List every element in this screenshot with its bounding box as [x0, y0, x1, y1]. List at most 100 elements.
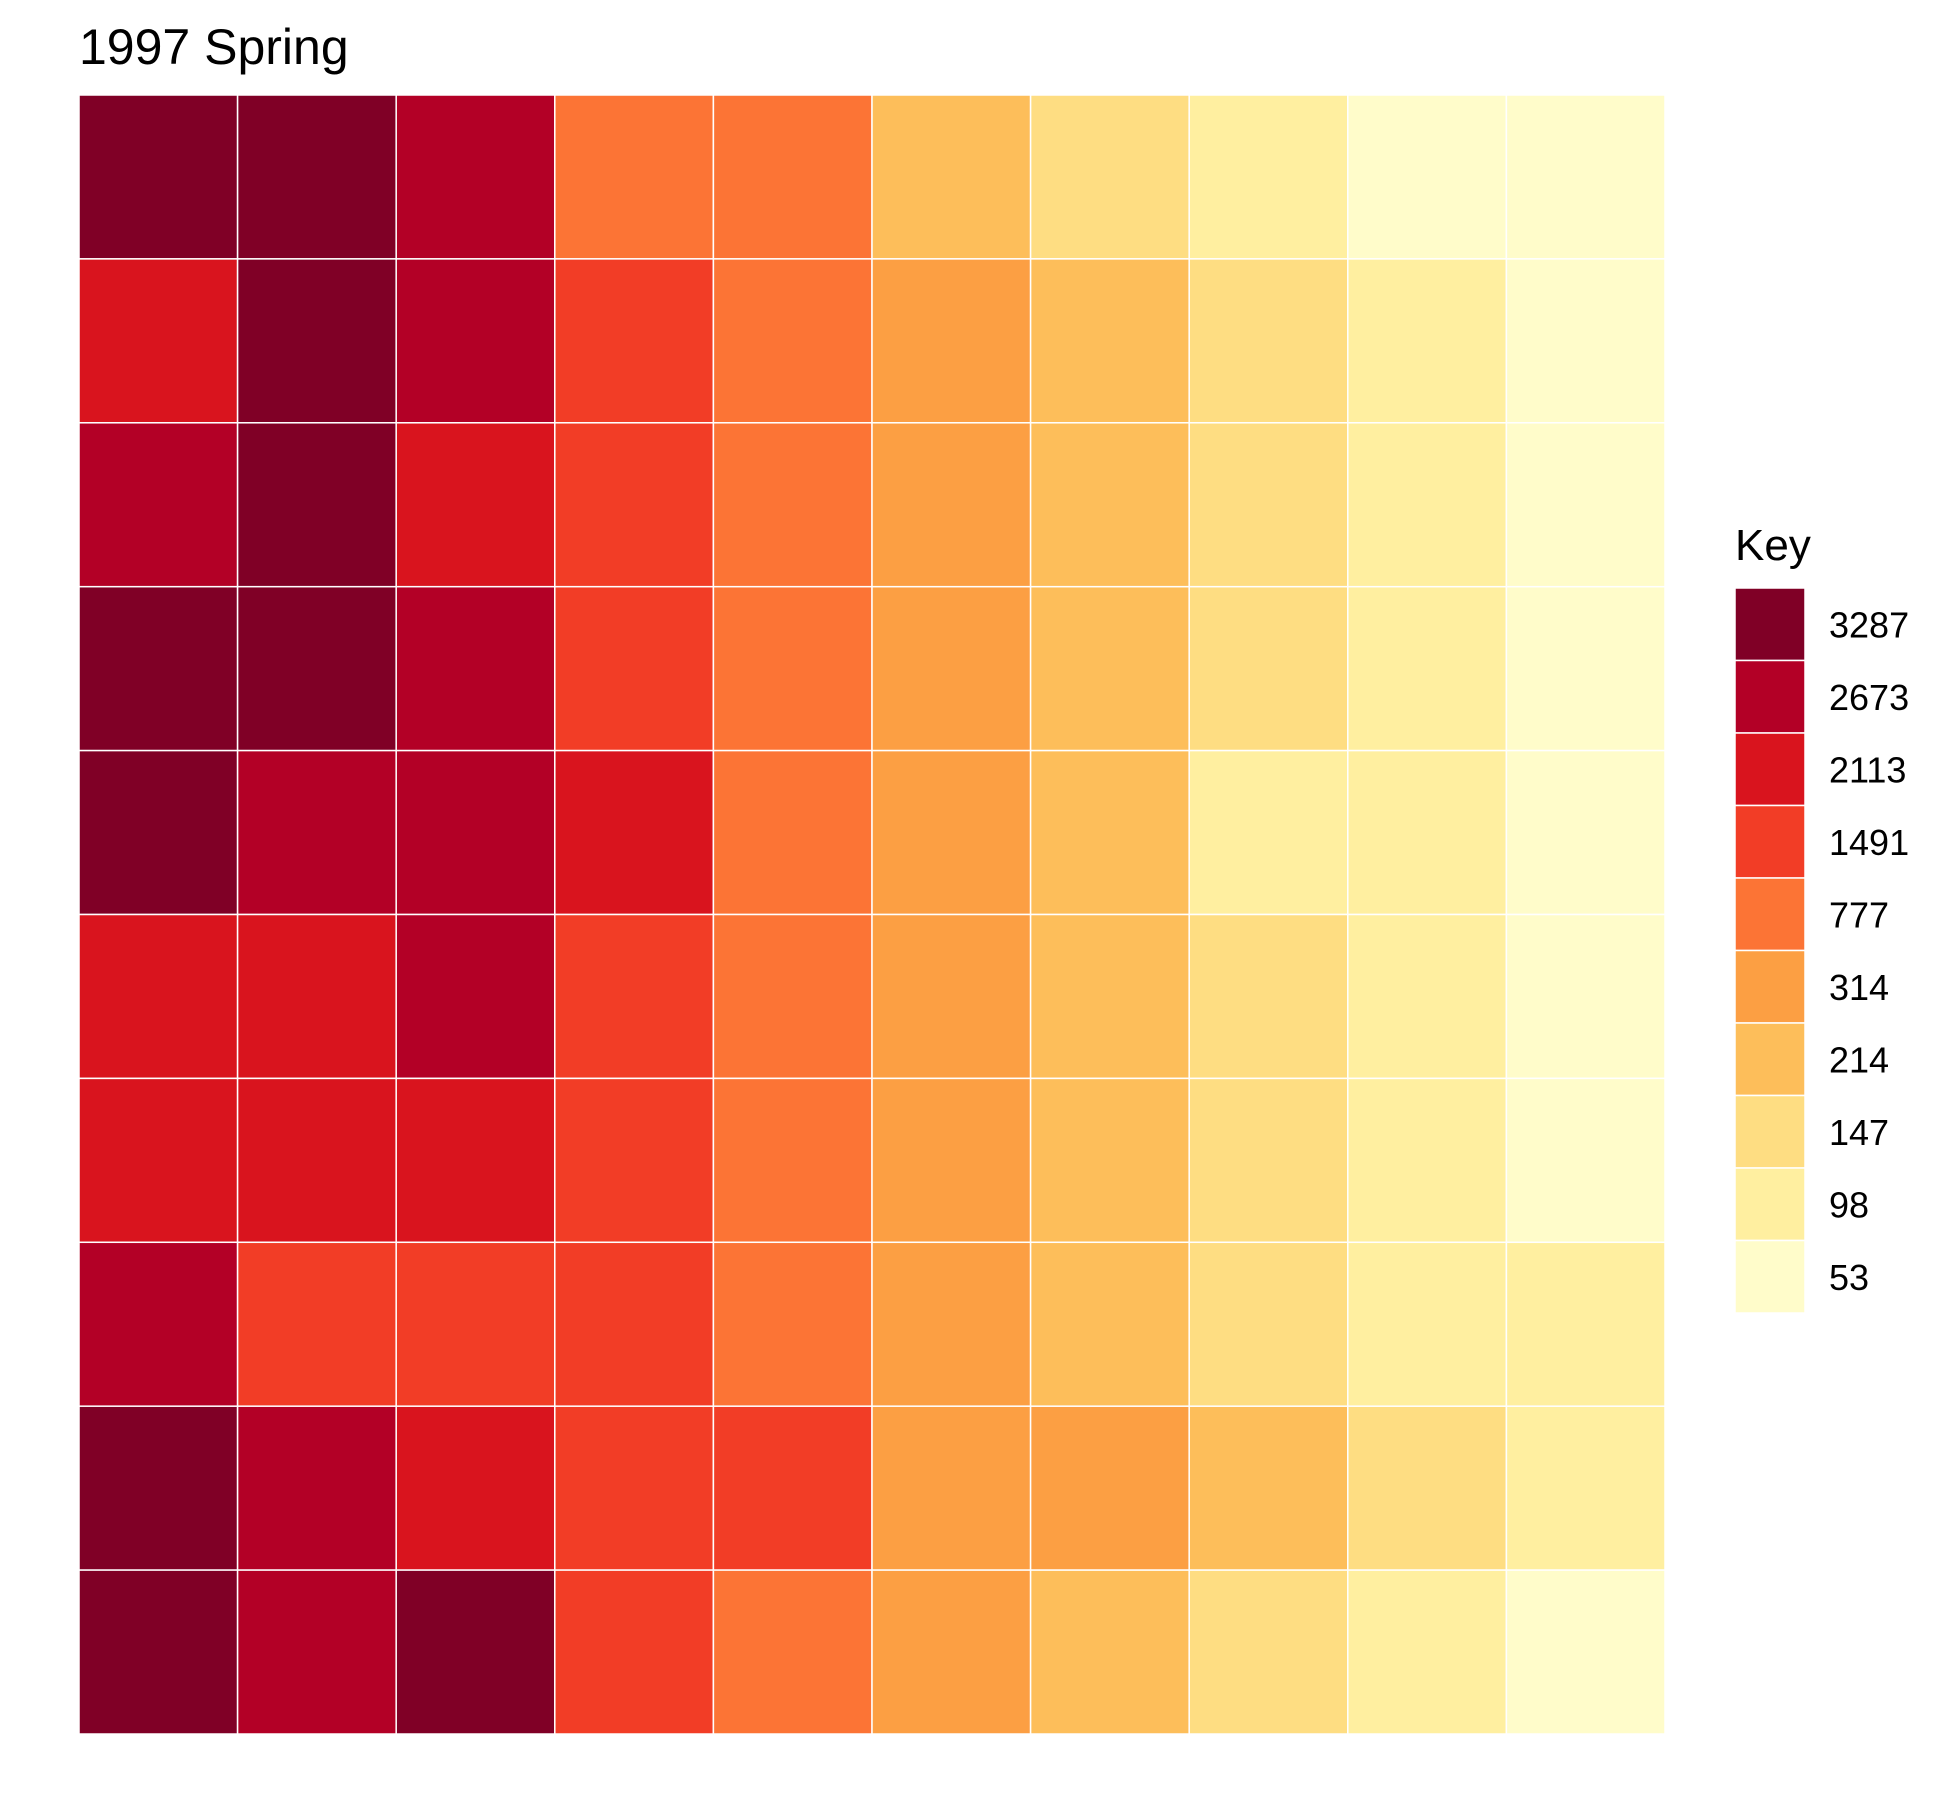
heatmap-cell: [554, 913, 715, 1080]
heatmap-cell: [1505, 422, 1666, 588]
heatmap-cell: [1029, 258, 1190, 424]
heatmap-cell: [1505, 1569, 1666, 1735]
heatmap-cell: [871, 258, 1032, 424]
heatmap-cell: [236, 1241, 397, 1407]
heatmap-cell: [395, 749, 556, 916]
heatmap-cell: [1347, 1405, 1508, 1571]
legend-label: 98: [1829, 1184, 1869, 1225]
heatmap-cell: [395, 258, 556, 424]
legend-label: 53: [1829, 1257, 1869, 1298]
heatmap-cell: [871, 1569, 1032, 1735]
heatmap-cell: [712, 1569, 873, 1735]
heatmap-cell: [1505, 749, 1666, 916]
heatmap-cell: [236, 1569, 397, 1735]
heatmap-cell: [78, 258, 239, 424]
heatmap-cell: [1347, 422, 1508, 588]
heatmap-cell: [236, 258, 397, 424]
heatmap-cell: [554, 422, 715, 588]
heatmap-cell: [1029, 1405, 1190, 1571]
heatmap-cell: [1029, 94, 1190, 260]
heatmap-cell: [871, 749, 1032, 916]
heatmap-cell: [1029, 913, 1190, 1080]
heatmap-cell: [1188, 422, 1349, 588]
heatmap-cell: [395, 422, 556, 588]
legend-keys: 3287 2673 2113 1491 777 314 214 147 98 53: [1734, 587, 1909, 1314]
heatmap-cell: [1029, 1569, 1190, 1735]
heatmap-cell: [236, 585, 397, 752]
heatmap-cell: [1347, 913, 1508, 1080]
legend-title: Key: [1735, 521, 1811, 570]
heatmap-cell: [871, 94, 1032, 260]
legend-swatch: [1734, 1094, 1806, 1169]
heatmap-cell: [554, 1405, 715, 1571]
heatmap-cell: [1029, 422, 1190, 588]
heatmap-cell: [78, 422, 239, 588]
heatmap-cell: [1505, 1241, 1666, 1407]
legend-swatch: [1734, 1167, 1806, 1242]
heatmap-cell: [554, 585, 715, 752]
heatmap-cell: [1188, 1241, 1349, 1407]
heatmap-cell: [1188, 749, 1349, 916]
legend: Key 3287 2673 2113 1491 777 314 214 147 98 53: [1734, 521, 1909, 1314]
heatmap-cell: [395, 913, 556, 1080]
legend-swatch: [1734, 1239, 1806, 1314]
heatmap-cell: [1188, 94, 1349, 260]
heatmap-cell: [712, 585, 873, 752]
heatmap-cell: [78, 94, 239, 260]
legend-label: 777: [1829, 894, 1889, 935]
legend-swatch: [1734, 732, 1806, 807]
heatmap-cell: [1505, 258, 1666, 424]
heatmap-cell: [78, 1077, 239, 1244]
heatmap-cell: [554, 258, 715, 424]
legend-swatch: [1734, 804, 1806, 879]
heatmap-cell: [1347, 94, 1508, 260]
heatmap-cell: [1347, 1569, 1508, 1735]
heatmap-cell: [871, 1241, 1032, 1407]
heatmap-cell: [395, 1569, 556, 1735]
heatmap-cell: [1505, 1405, 1666, 1571]
heatmap-cell: [1188, 1077, 1349, 1244]
legend-label: 314: [1829, 967, 1889, 1008]
heatmap-cell: [236, 422, 397, 588]
heatmap-cell: [236, 1405, 397, 1571]
heatmap-cell: [236, 94, 397, 260]
heatmap-cell: [1188, 258, 1349, 424]
heatmap-cell: [395, 1405, 556, 1571]
legend-label: 2113: [1829, 749, 1906, 790]
heatmap-cell: [78, 913, 239, 1080]
legend-label: 214: [1829, 1039, 1889, 1080]
heatmap-cell: [395, 1077, 556, 1244]
heatmap-cell: [554, 749, 715, 916]
chart-title: 1997 Spring: [79, 19, 349, 75]
heatmap-cell: [395, 1241, 556, 1407]
legend-swatch: [1734, 659, 1806, 734]
heatmap-cell: [712, 1241, 873, 1407]
heatmap-cell: [1188, 1569, 1349, 1735]
heatmap-cell: [712, 913, 873, 1080]
heatmap-cell: [871, 913, 1032, 1080]
heatmap-cell: [236, 913, 397, 1080]
legend-label: 2673: [1829, 677, 1909, 718]
heatmap-cell: [1347, 1077, 1508, 1244]
heatmap-cell: [78, 585, 239, 752]
heatmap-cell: [1029, 749, 1190, 916]
heatmap-cell: [395, 94, 556, 260]
heatmap-cell: [1188, 913, 1349, 1080]
legend-swatch: [1734, 949, 1806, 1024]
heatmap-cell: [1029, 585, 1190, 752]
heatmap-cell: [871, 1077, 1032, 1244]
heatmap-cell: [78, 1241, 239, 1407]
heatmap-cell: [1347, 585, 1508, 752]
heatmap-cell: [1347, 1241, 1508, 1407]
heatmap-cell: [712, 1077, 873, 1244]
heatmap-cell: [554, 94, 715, 260]
heatmap-cell: [712, 422, 873, 588]
heatmap-cell: [554, 1077, 715, 1244]
heatmap-cell: [1505, 1077, 1666, 1244]
heatmap-cell: [1505, 94, 1666, 260]
heatmap-cell: [1505, 585, 1666, 752]
legend-swatch: [1734, 877, 1806, 952]
legend-label: 3287: [1829, 604, 1909, 645]
heatmap-cell: [78, 1569, 239, 1735]
